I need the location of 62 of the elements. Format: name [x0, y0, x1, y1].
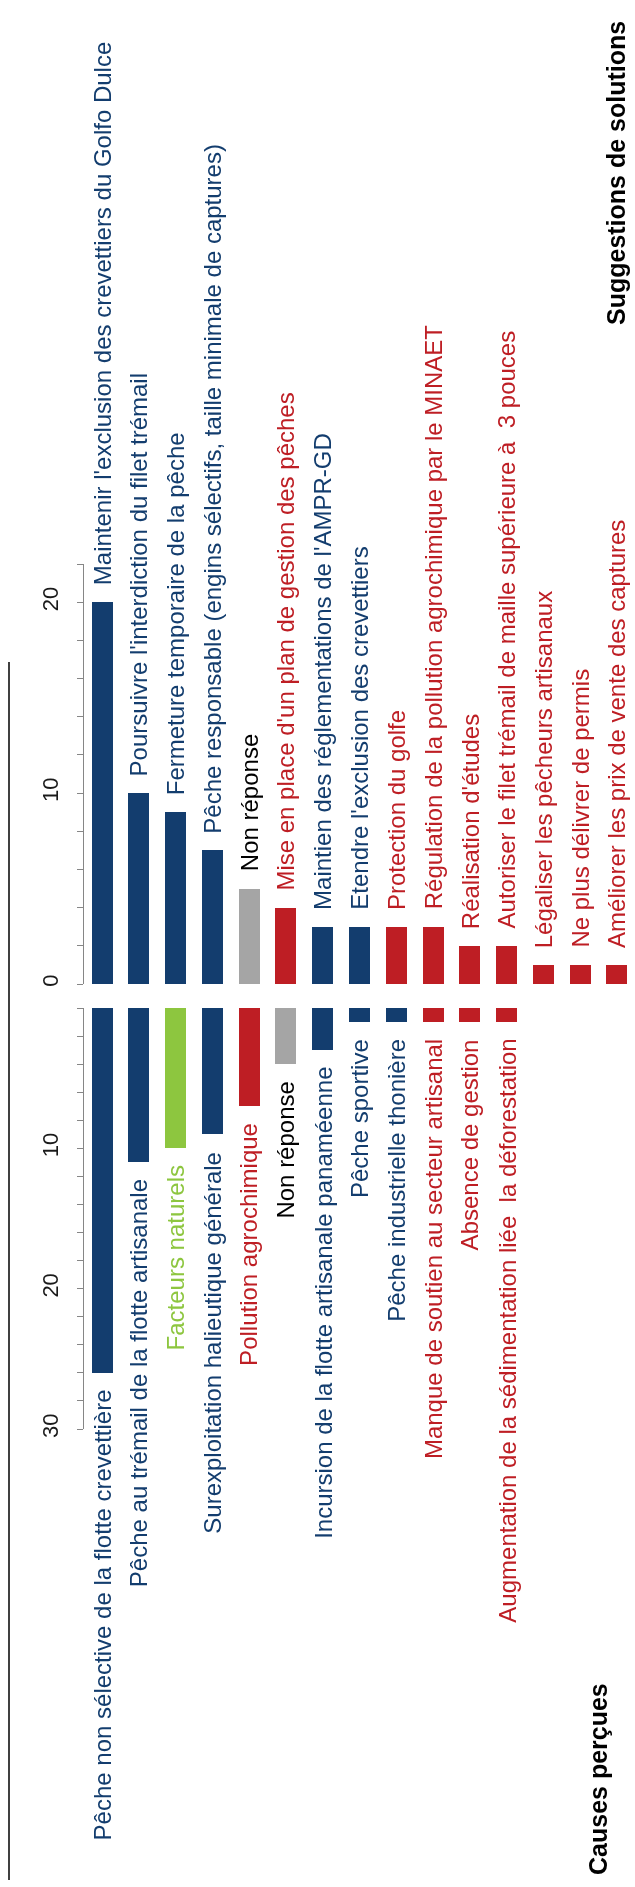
category-label: Etendre l'exclusion des crevettiers: [346, 546, 374, 910]
bar: [386, 927, 407, 984]
y-tick-label: 30: [38, 1413, 64, 1438]
category-label: Autoriser le filet trémail de maille supérieure à 3 pouces: [492, 330, 520, 929]
bar: [165, 812, 186, 984]
category-label: Réalisation d'études: [456, 713, 484, 930]
bar: [606, 965, 627, 984]
bar: [533, 965, 554, 984]
bar: [165, 1008, 186, 1148]
category-label: Absence de gestion: [456, 1039, 484, 1251]
y-tick-label: 20: [38, 586, 64, 612]
bar: [459, 946, 480, 984]
text: Causes perçues: [584, 1683, 612, 1875]
bar: [349, 927, 370, 984]
category-label: Pêche au trémail de la flotte artisanale: [125, 1178, 153, 1588]
bar: [92, 1008, 113, 1373]
category-label: Légaliser les pêcheurs artisanaux: [529, 590, 557, 949]
category-label: Non réponse: [236, 733, 264, 872]
bar: [312, 927, 333, 984]
category-label: Pêche responsable (engins sélectifs, taille minimale de captures): [199, 144, 227, 834]
category-label: Régulation de la pollution agrochimique par le MINAET: [419, 324, 447, 910]
y-tick-label: 10: [38, 777, 64, 803]
bar: [312, 1008, 333, 1050]
bar: [128, 793, 149, 984]
category-label: Incursion de la flotte artisanale panaméenne: [309, 1066, 337, 1539]
bar: [570, 965, 591, 984]
bar: [386, 1008, 407, 1022]
category-label: Protection du golfe: [382, 709, 410, 911]
bar: [239, 889, 260, 984]
category-label: Pêche sportive: [345, 1039, 373, 1199]
category-label: Non réponse: [272, 1081, 300, 1219]
category-label: Pêche industrielle thonière: [382, 1038, 410, 1322]
category-label: Poursuivre l'interdiction du filet trémail: [125, 372, 153, 777]
category-label: Facteurs naturels: [161, 1165, 189, 1351]
category-label: Surexploitation halieutique générale: [199, 1152, 227, 1534]
category-label: Maintien des réglementations de l'AMPR-GD: [309, 433, 337, 910]
category-label: Améliorer les prix de vente des captures: [603, 519, 631, 948]
bar: [239, 1008, 260, 1106]
category-label: Ne plus délivrer de permis: [566, 668, 594, 948]
bar: [423, 927, 444, 984]
category-label: Maintenir l'exclusion des crevettiers du Golfo Dulce: [88, 41, 116, 586]
bar: [202, 1008, 223, 1134]
bar: [423, 1008, 444, 1022]
bar: [275, 908, 296, 984]
y-tick-label: 20: [38, 1273, 64, 1298]
category-label: Pêche non sélective de la flotte crevettière: [88, 1389, 116, 1841]
bar: [496, 946, 517, 984]
category-label: Fermeture temporaire de la pêche: [161, 432, 189, 796]
y-tick-label: 10: [38, 1132, 64, 1158]
bar: [202, 850, 223, 984]
y-tick-label: 0: [38, 974, 64, 987]
category-label: Pollution agrochimique: [235, 1123, 263, 1366]
bar: [92, 602, 113, 984]
bar: [275, 1008, 296, 1064]
category-label: Manque de soutien au secteur artisanal: [420, 1038, 448, 1460]
category-label: Augmentation de la sédimentation liée la déforestation: [493, 1038, 521, 1623]
bar: [496, 1008, 517, 1022]
bar: [459, 1008, 480, 1022]
bar: [349, 1008, 370, 1022]
category-label: Mise en place d'un plan de gestion des pêches: [272, 392, 300, 891]
chart-title: Suggestions de solutions: [602, 20, 630, 325]
bar: [128, 1008, 149, 1162]
